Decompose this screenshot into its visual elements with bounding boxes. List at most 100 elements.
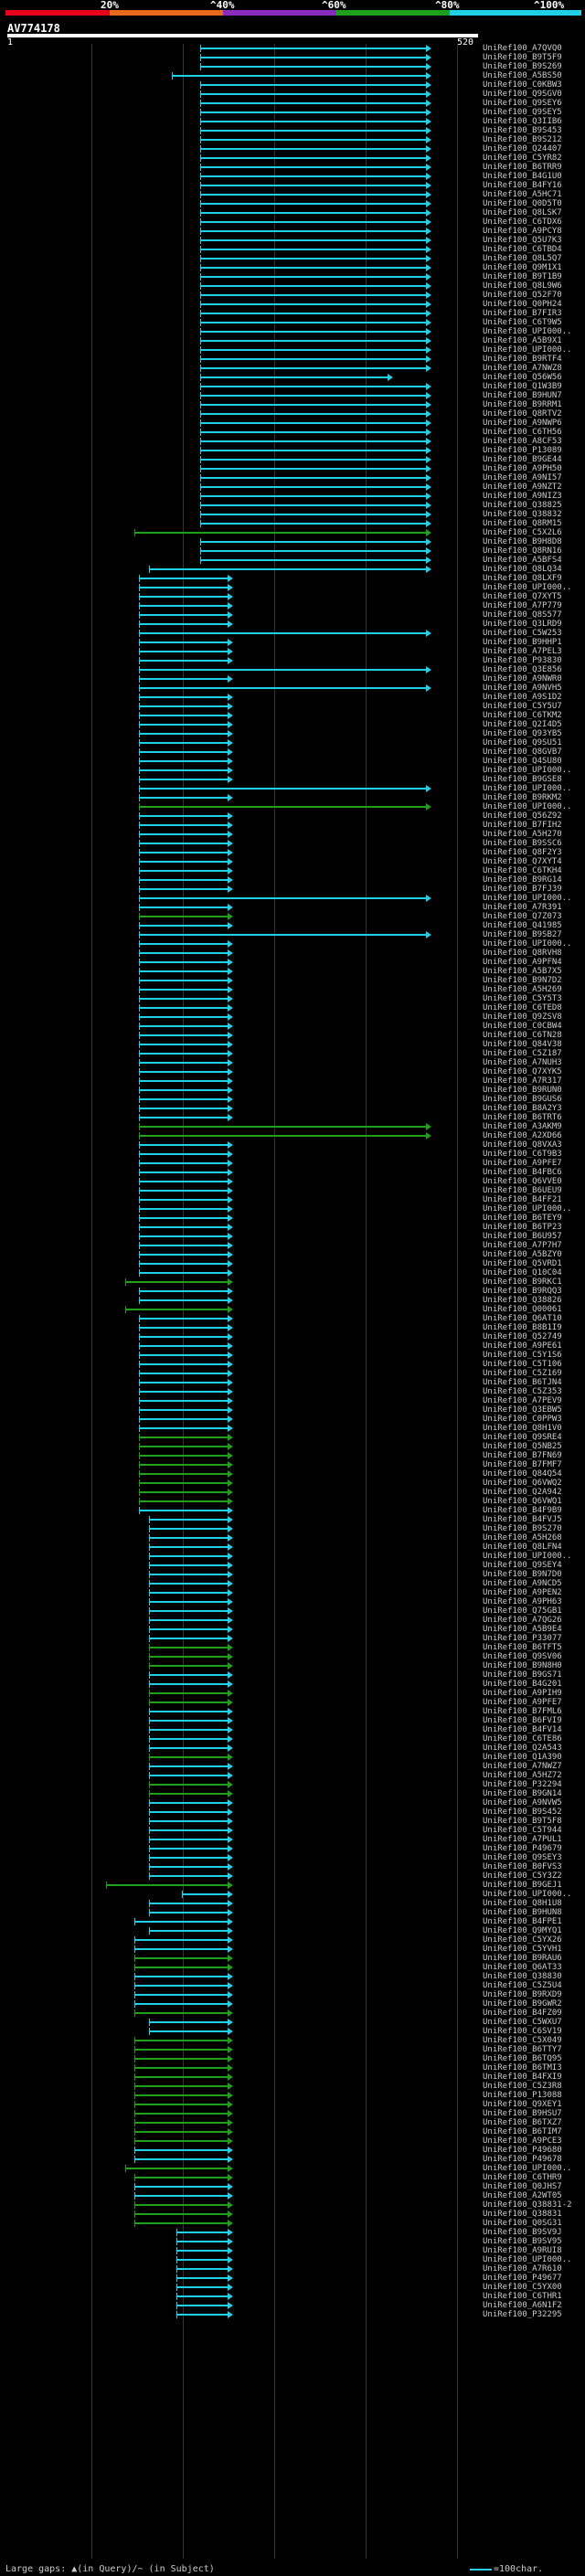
hit-label-link[interactable]: UniRef100_Q84Q54: [483, 1469, 562, 1479]
hit-label-link[interactable]: UniRef100_C5X2L6: [483, 528, 562, 537]
hit-row[interactable]: UniRef100_Q3LRD9: [0, 620, 585, 629]
hit-row[interactable]: UniRef100_B8B1I9: [0, 1323, 585, 1332]
hit-row[interactable]: UniRef100_Q38831-2: [0, 2200, 585, 2210]
hit-row[interactable]: UniRef100_A9PEN2: [0, 1588, 585, 1597]
hit-row[interactable]: UniRef100_Q8S577: [0, 610, 585, 620]
hit-row[interactable]: UniRef100_C6T9B3: [0, 1150, 585, 1159]
hit-label-link[interactable]: UniRef100_B4FVJ5: [483, 1515, 562, 1524]
hit-label-link[interactable]: UniRef100_A9NI57: [483, 473, 562, 482]
hit-row[interactable]: UniRef100_B9GWR2: [0, 1999, 585, 2009]
hit-row[interactable]: UniRef100_B9RQQ3: [0, 1287, 585, 1296]
hit-label-link[interactable]: UniRef100_A7QG26: [483, 1616, 562, 1625]
hit-label-link[interactable]: UniRef100_C0CBW4: [483, 1022, 562, 1031]
hit-label-link[interactable]: UniRef100_B4G201: [483, 1680, 562, 1689]
hit-row[interactable]: UniRef100_Q84V38: [0, 1040, 585, 1049]
hit-row[interactable]: UniRef100_Q2A543: [0, 1744, 585, 1753]
hit-label-link[interactable]: UniRef100_B9HUN7: [483, 391, 562, 400]
hit-row[interactable]: UniRef100_Q9MYQ1: [0, 1926, 585, 1935]
hit-label-link[interactable]: UniRef100_B4F9B9: [483, 1506, 562, 1515]
hit-label-link[interactable]: UniRef100_Q93YB5: [483, 729, 562, 738]
hit-row[interactable]: UniRef100_Q38831: [0, 2210, 585, 2219]
hit-row[interactable]: UniRef100_Q9SU51: [0, 738, 585, 747]
hit-label-link[interactable]: UniRef100_UPI000..: [483, 784, 572, 793]
hit-label-link[interactable]: UniRef100_Q9MYQ1: [483, 1926, 562, 1935]
hit-row[interactable]: UniRef100_B9GE44: [0, 455, 585, 464]
hit-row[interactable]: UniRef100_B9RUN0: [0, 1086, 585, 1095]
hit-row[interactable]: UniRef100_B4FVJ5: [0, 1515, 585, 1524]
hit-label-link[interactable]: UniRef100_C5Z5U4: [483, 1981, 562, 1990]
hit-label-link[interactable]: UniRef100_C5YX00: [483, 2283, 562, 2292]
hit-row[interactable]: UniRef100_Q6VVE0: [0, 1177, 585, 1186]
hit-label-link[interactable]: UniRef100_B9H8D8: [483, 537, 562, 546]
hit-label-link[interactable]: UniRef100_Q0SG31: [483, 2219, 562, 2228]
hit-label-link[interactable]: UniRef100_Q2A543: [483, 1744, 562, 1753]
hit-label-link[interactable]: UniRef100_C6TKH4: [483, 866, 562, 875]
hit-label-link[interactable]: UniRef100_Q6VVE0: [483, 1177, 562, 1186]
hit-label-link[interactable]: UniRef100_B9HHP1: [483, 638, 562, 647]
hit-row[interactable]: UniRef100_Q8RTV2: [0, 409, 585, 419]
hit-label-link[interactable]: UniRef100_P33077: [483, 1634, 562, 1643]
hit-row[interactable]: UniRef100_P32294: [0, 1780, 585, 1789]
hit-row[interactable]: UniRef100_B4FF21: [0, 1195, 585, 1204]
hit-row[interactable]: UniRef100_B4FZ09: [0, 2009, 585, 2018]
hit-row[interactable]: UniRef100_Q8H1V0: [0, 1424, 585, 1433]
hit-row[interactable]: UniRef100_B7FML6: [0, 1707, 585, 1716]
hit-row[interactable]: UniRef100_Q5VRD1: [0, 1259, 585, 1268]
hit-label-link[interactable]: UniRef100_B9GS71: [483, 1670, 562, 1680]
hit-label-link[interactable]: UniRef100_Q1A390: [483, 1753, 562, 1762]
hit-label-link[interactable]: UniRef100_C5Y5T3: [483, 994, 562, 1003]
hit-label-link[interactable]: UniRef100_B9HUN8: [483, 1908, 562, 1917]
hit-label-link[interactable]: UniRef100_C5X049: [483, 2036, 562, 2045]
hit-row[interactable]: UniRef100_C0CBW4: [0, 1022, 585, 1031]
hit-row[interactable]: UniRef100_B4FV14: [0, 1725, 585, 1734]
hit-label-link[interactable]: UniRef100_Q3E856: [483, 665, 562, 674]
hit-row[interactable]: UniRef100_B6TRR9: [0, 163, 585, 172]
hit-label-link[interactable]: UniRef100_Q6AT10: [483, 1314, 562, 1323]
hit-label-link[interactable]: UniRef100_Q38830: [483, 1972, 562, 1981]
hit-label-link[interactable]: UniRef100_B9GWR2: [483, 1999, 562, 2009]
hit-row[interactable]: UniRef100_Q38830: [0, 1972, 585, 1981]
hit-row[interactable]: UniRef100_Q0D5T0: [0, 199, 585, 208]
hit-label-link[interactable]: UniRef100_Q8L5Q7: [483, 254, 562, 263]
hit-label-link[interactable]: UniRef100_B9GUS6: [483, 1095, 562, 1104]
hit-label-link[interactable]: UniRef100_Q0JHS7: [483, 2182, 562, 2191]
hit-label-link[interactable]: UniRef100_B4FBC6: [483, 1168, 562, 1177]
hit-label-link[interactable]: UniRef100_P93830: [483, 656, 562, 665]
hit-label-link[interactable]: UniRef100_Q8H1V0: [483, 1424, 562, 1433]
hit-row[interactable]: UniRef100_UPI000..: [0, 583, 585, 592]
hit-label-link[interactable]: UniRef100_C5Z353: [483, 1387, 562, 1396]
hit-label-link[interactable]: UniRef100_Q24407: [483, 144, 562, 154]
hit-label-link[interactable]: UniRef100_Q9XEY1: [483, 2100, 562, 2109]
hit-label-link[interactable]: UniRef100_Q9SEY6: [483, 99, 562, 108]
hit-row[interactable]: UniRef100_Q4SU80: [0, 757, 585, 766]
hit-row[interactable]: UniRef100_A9NWR0: [0, 674, 585, 684]
hit-label-link[interactable]: UniRef100_B7FMF7: [483, 1460, 562, 1469]
hit-row[interactable]: UniRef100_C6TBD4: [0, 245, 585, 254]
hit-row[interactable]: UniRef100_UPI000..: [0, 1204, 585, 1214]
hit-label-link[interactable]: UniRef100_Q38831: [483, 2210, 562, 2219]
hit-label-link[interactable]: UniRef100_Q56Z92: [483, 811, 562, 821]
hit-label-link[interactable]: UniRef100_C5T106: [483, 1360, 562, 1369]
hit-row[interactable]: UniRef100_B8A2Y3: [0, 1104, 585, 1113]
hit-label-link[interactable]: UniRef100_B6TP23: [483, 1223, 562, 1232]
hit-row[interactable]: UniRef100_C5Y5U7: [0, 702, 585, 711]
hit-row[interactable]: UniRef100_C6T9W5: [0, 318, 585, 327]
hit-label-link[interactable]: UniRef100_Q7XYT5: [483, 592, 562, 601]
hit-row[interactable]: UniRef100_P49679: [0, 1844, 585, 1853]
hit-row[interactable]: UniRef100_C5YX00: [0, 2283, 585, 2292]
hit-row[interactable]: UniRef100_P49677: [0, 2274, 585, 2283]
hit-label-link[interactable]: UniRef100_UPI000..: [483, 327, 572, 336]
hit-label-link[interactable]: UniRef100_B9GSE8: [483, 775, 562, 784]
hit-label-link[interactable]: UniRef100_A7P7H7: [483, 1241, 562, 1250]
hit-row[interactable]: UniRef100_A9NIZ3: [0, 492, 585, 501]
hit-row[interactable]: UniRef100_C5X049: [0, 2036, 585, 2045]
hit-label-link[interactable]: UniRef100_B9RAU6: [483, 1954, 562, 1963]
hit-label-link[interactable]: UniRef100_A7PEL3: [483, 647, 562, 656]
hit-label-link[interactable]: UniRef100_B6TIM7: [483, 2127, 562, 2136]
hit-label-link[interactable]: UniRef100_A9NWR0: [483, 674, 562, 684]
hit-label-link[interactable]: UniRef100_C0PPW3: [483, 1415, 562, 1424]
hit-label-link[interactable]: UniRef100_Q9SRE4: [483, 1433, 562, 1442]
hit-label-link[interactable]: UniRef100_B6TFT5: [483, 1643, 562, 1652]
hit-row[interactable]: UniRef100_B6TXZ7: [0, 2118, 585, 2127]
hit-label-link[interactable]: UniRef100_A7NUH3: [483, 1058, 562, 1067]
